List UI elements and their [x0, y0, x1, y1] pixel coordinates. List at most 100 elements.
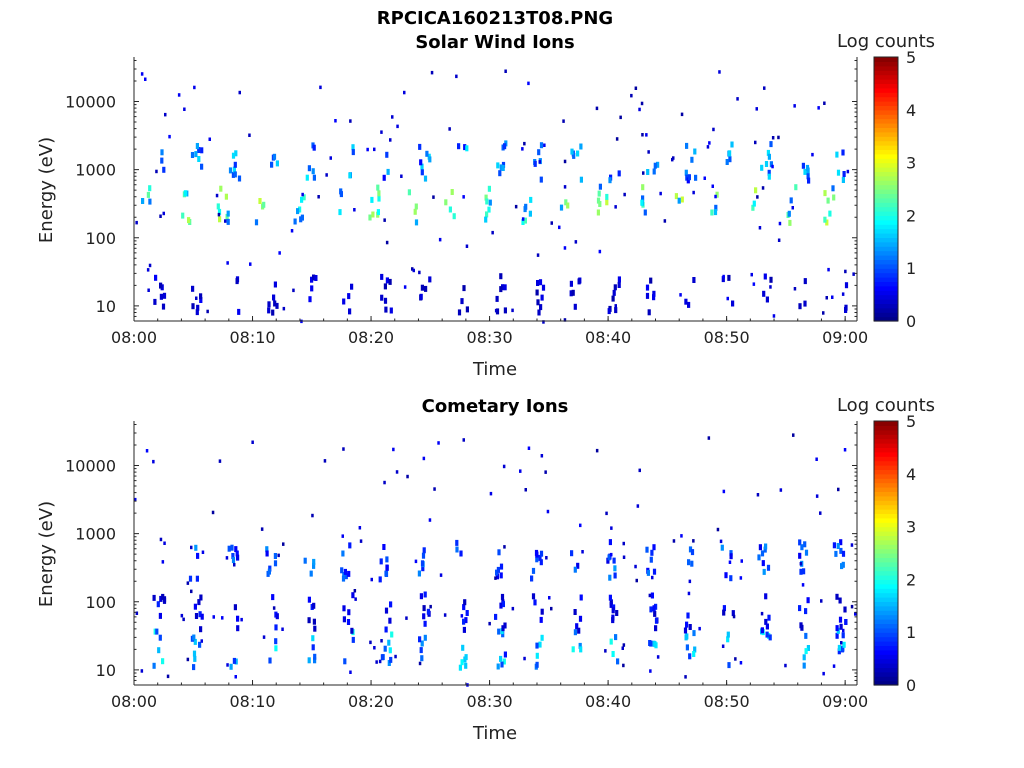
heatmap-cell	[190, 152, 195, 158]
heatmap-cell	[573, 609, 577, 615]
heatmap-cell	[164, 112, 167, 117]
heatmap-cell	[380, 654, 384, 661]
heatmap-cell	[739, 576, 743, 580]
heatmap-cell	[852, 272, 855, 276]
heatmap-cell	[161, 303, 166, 310]
heatmap-cell	[649, 277, 653, 284]
colorbar-segment	[874, 189, 898, 194]
heatmap-cell	[312, 144, 316, 151]
heatmap-cell	[462, 626, 466, 633]
heatmap-cell	[462, 438, 465, 442]
heatmap-cell	[656, 655, 660, 659]
heatmap-cell	[271, 594, 275, 601]
heatmap-cell	[550, 221, 553, 225]
heatmap-cell	[837, 644, 841, 651]
heatmap-cell	[803, 300, 807, 307]
heatmap-cell	[686, 612, 690, 619]
colorbar-segment	[874, 224, 898, 230]
heatmap-cell	[732, 614, 736, 619]
heatmap-cell	[419, 159, 423, 166]
heatmap-cell	[359, 539, 363, 543]
heatmap-cell	[835, 151, 839, 158]
heatmap-cell	[693, 148, 697, 155]
heatmap-cell	[559, 204, 564, 211]
heatmap-area	[134, 433, 857, 687]
colorbar-segment	[874, 101, 898, 106]
heatmap-cell	[495, 308, 500, 315]
heatmap-cell	[226, 210, 230, 217]
heatmap-cell	[232, 166, 236, 173]
heatmap-cell	[195, 296, 198, 300]
colorbar-segment	[874, 281, 898, 287]
heatmap-cell	[160, 157, 164, 164]
colorbar-segment	[874, 619, 898, 624]
heatmap-cell	[463, 144, 467, 151]
colorbar-segment	[874, 663, 898, 668]
heatmap-cell	[448, 127, 451, 131]
heatmap-cell	[134, 497, 137, 502]
heatmap-cell	[495, 295, 499, 302]
heatmap-cell	[342, 298, 346, 305]
heatmap-cell	[571, 289, 575, 296]
heatmap-cell	[502, 464, 506, 469]
heatmap-cell	[647, 309, 651, 316]
heatmap-cell	[310, 285, 314, 292]
heatmap-cell	[729, 553, 733, 560]
figure-title: RPCICA160213T08.PNG	[377, 8, 613, 29]
heatmap-cell	[784, 663, 787, 668]
heatmap-cell	[462, 604, 466, 611]
heatmap-cell	[730, 141, 734, 148]
heatmap-cell	[685, 644, 689, 651]
heatmap-cell	[307, 596, 311, 603]
heatmap-cell	[458, 664, 462, 671]
heatmap-cell	[226, 663, 229, 667]
heatmap-cell	[274, 645, 278, 652]
heatmap-cell	[540, 634, 544, 641]
heatmap-cell	[157, 647, 161, 654]
heatmap-cell	[501, 601, 505, 608]
heatmap-cell	[384, 607, 389, 614]
colorbar-segment	[874, 233, 898, 238]
panel-title: Cometary Ions	[422, 396, 569, 417]
heatmap-cell	[497, 549, 501, 556]
heatmap-cell	[494, 308, 498, 313]
heatmap-cell	[155, 628, 159, 635]
heatmap-cell	[387, 660, 391, 666]
heatmap-cell	[455, 539, 459, 546]
heatmap-cell	[303, 557, 307, 564]
colorbar-segment	[874, 636, 898, 642]
heatmap-cell	[299, 216, 303, 223]
heatmap-cell	[563, 246, 567, 250]
heatmap-cell	[765, 631, 769, 638]
heatmap-cell	[803, 168, 807, 175]
x-tick-label: 08:30	[467, 328, 513, 347]
heatmap-cell	[159, 214, 162, 218]
heatmap-cell	[771, 164, 774, 169]
heatmap-cell	[647, 150, 650, 154]
heatmap-cell	[419, 293, 423, 300]
colorbar-segment	[874, 57, 898, 62]
heatmap-cell	[608, 539, 612, 546]
heatmap-cell	[225, 556, 229, 560]
heatmap-cell	[692, 539, 695, 543]
heatmap-cell	[843, 448, 847, 452]
colorbar-segment	[874, 184, 898, 190]
heatmap-cell	[140, 72, 144, 76]
heatmap-cell	[293, 218, 297, 225]
y-tick-label: 10	[96, 297, 116, 316]
colorbar-segment	[874, 583, 898, 589]
heatmap-cell	[218, 459, 222, 463]
heatmap-cell	[610, 552, 613, 557]
heatmap-cell	[212, 615, 215, 619]
heatmap-cell	[761, 186, 765, 190]
heatmap-cell	[375, 660, 378, 664]
heatmap-cell	[146, 191, 150, 198]
heatmap-cell	[161, 658, 165, 665]
heatmap-cell	[340, 567, 344, 574]
heatmap-cell	[804, 632, 808, 639]
heatmap-cell	[135, 611, 139, 615]
heatmap-cell	[135, 220, 138, 225]
heatmap-cell	[177, 93, 181, 97]
heatmap-cell	[722, 605, 726, 612]
heatmap-cell	[542, 320, 545, 324]
